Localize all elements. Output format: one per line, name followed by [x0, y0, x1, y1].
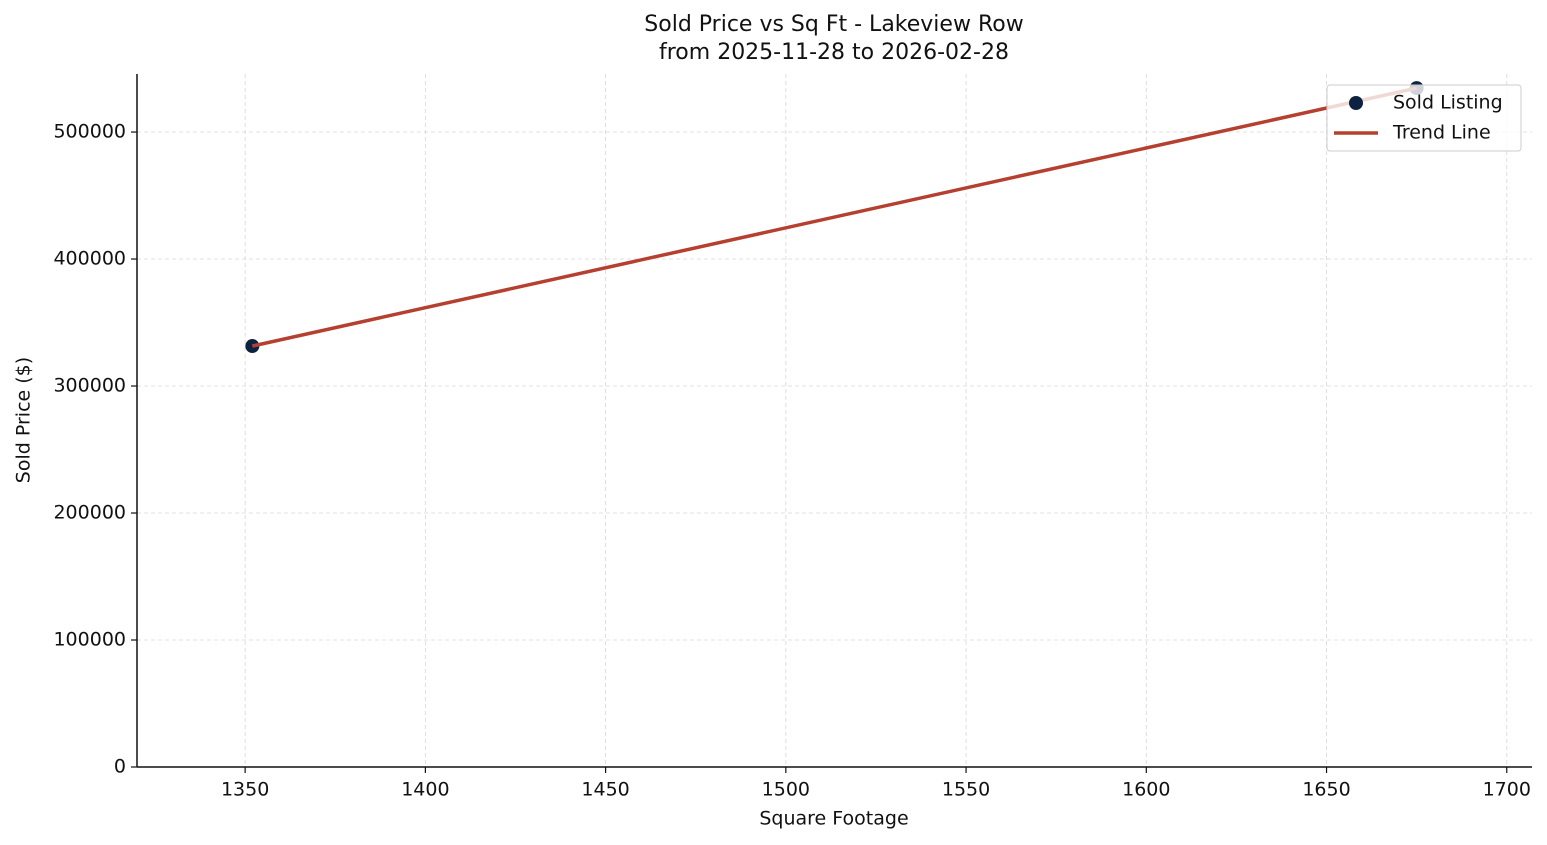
trend-line [251, 86, 1418, 348]
x-tick-label: 1600 [1122, 779, 1170, 801]
x-tick-label: 1650 [1302, 779, 1350, 801]
x-tick-label: 1550 [942, 779, 990, 801]
x-tick-label: 1400 [401, 779, 449, 801]
y-tick-label: 300000 [53, 375, 126, 397]
x-tick-label: 1500 [762, 779, 810, 801]
data-point [245, 339, 260, 354]
y-tick-label: 200000 [53, 502, 126, 524]
y-tick-label: 400000 [53, 248, 126, 270]
x-tick-label: 1350 [221, 779, 269, 801]
y-tick-label: 0 [114, 756, 126, 778]
x-tick-label: 1450 [581, 779, 629, 801]
chart-title: Sold Price vs Sq Ft - Lakeview Row [644, 12, 1023, 37]
legend-label: Trend Line [1392, 122, 1491, 144]
y-tick-label: 100000 [53, 629, 126, 651]
legend-marker [1349, 96, 1363, 110]
x-tick-label: 1700 [1483, 779, 1531, 801]
legend-label: Sold Listing [1393, 92, 1503, 114]
chart-subtitle: from 2025-11-28 to 2026-02-28 [659, 40, 1009, 65]
y-axis-label: Sold Price ($) [13, 357, 35, 483]
x-axis-label: Square Footage [759, 808, 908, 830]
y-tick-label: 500000 [53, 121, 126, 143]
